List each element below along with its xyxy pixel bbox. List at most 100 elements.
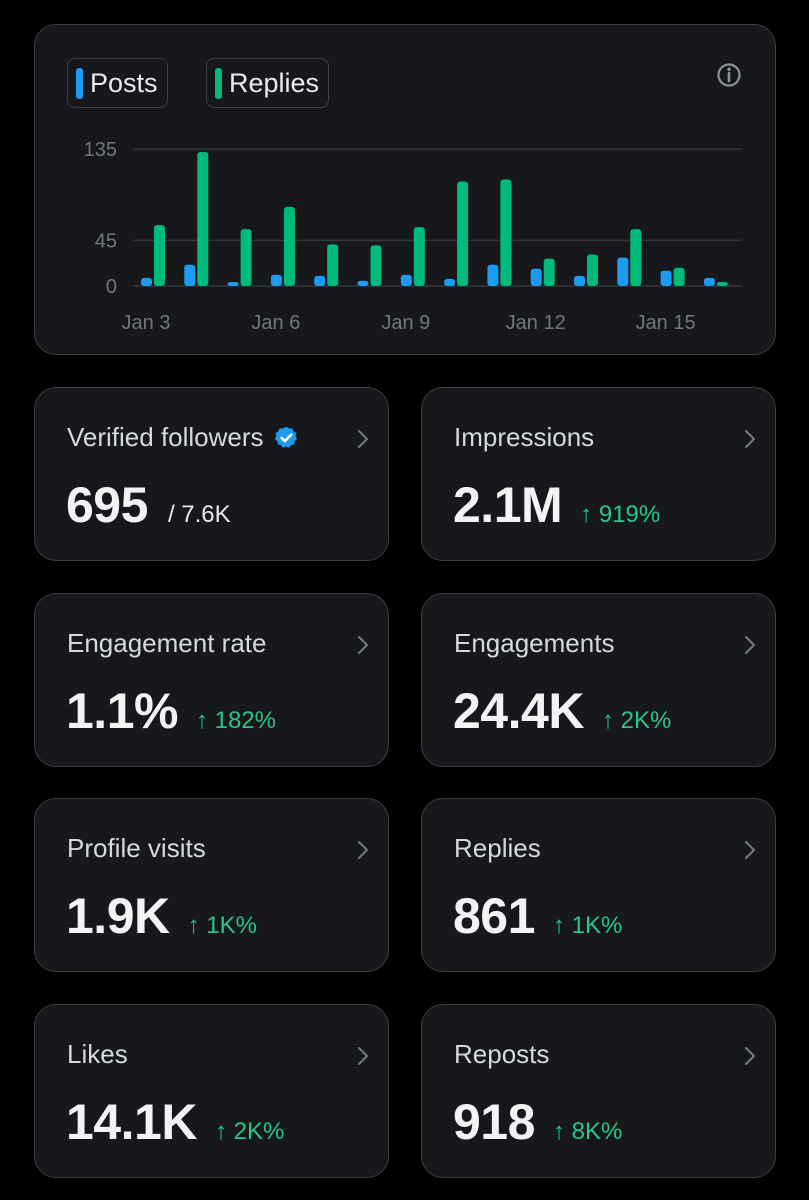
metric-label-wrap: Verified followers bbox=[67, 422, 299, 453]
metric-label-wrap: Reposts bbox=[454, 1039, 549, 1070]
metric-card-replies[interactable]: Replies 861 ↑ 1K% bbox=[421, 798, 776, 972]
bar-replies-12 bbox=[630, 229, 642, 286]
metric-total: / 7.6K bbox=[167, 501, 231, 528]
metric-value-row: 1.9K ↑ 1K% bbox=[66, 887, 257, 945]
bar-posts-5 bbox=[314, 275, 326, 286]
legend-replies-toggle[interactable]: Replies bbox=[206, 58, 330, 108]
metric-value: 1.9K bbox=[66, 888, 170, 944]
bar-posts-2 bbox=[184, 264, 196, 286]
metric-card-impressions[interactable]: Impressions 2.1M ↑ 919% bbox=[421, 387, 776, 561]
metric-value-row: 861 ↑ 1K% bbox=[453, 887, 622, 945]
metric-label: Impressions bbox=[454, 422, 595, 452]
x-tick-label: Jan 15 bbox=[636, 312, 696, 334]
metric-value-row: 2.1M ↑ 919% bbox=[453, 476, 660, 534]
metric-label-wrap: Replies bbox=[454, 833, 541, 864]
metric-change: ↑ 1K% bbox=[552, 912, 623, 939]
chevron-right-icon bbox=[357, 429, 369, 449]
bar-posts-8 bbox=[444, 278, 456, 286]
metric-value-row: 24.4K ↑ 2K% bbox=[453, 682, 671, 740]
bar-replies-1 bbox=[154, 225, 165, 286]
y-tick-label: 0 bbox=[106, 276, 117, 298]
metric-label: Engagement rate bbox=[67, 628, 267, 658]
bar-replies-13 bbox=[673, 267, 685, 286]
metric-label-wrap: Impressions bbox=[454, 422, 594, 453]
bar-replies-14 bbox=[716, 281, 728, 286]
bar-posts-13 bbox=[660, 270, 672, 286]
chevron-right-icon bbox=[357, 840, 369, 860]
metric-change: ↑ 919% bbox=[580, 501, 661, 528]
metric-value: 2.1M bbox=[453, 477, 563, 533]
bar-replies-6 bbox=[370, 245, 382, 286]
metric-label: Engagements bbox=[454, 628, 615, 658]
metric-label-wrap: Engagements bbox=[454, 628, 614, 659]
bar-posts-6 bbox=[357, 280, 369, 286]
bar-posts-9 bbox=[487, 264, 499, 286]
y-tick-label: 135 bbox=[84, 139, 117, 161]
bar-replies-11 bbox=[587, 254, 598, 286]
metric-value-row: 14.1K ↑ 2K% bbox=[66, 1093, 284, 1151]
metric-value-row: 695 / 7.6K bbox=[66, 476, 231, 534]
metric-value: 695 bbox=[66, 477, 148, 533]
bar-replies-4 bbox=[283, 206, 295, 286]
bar-posts-11 bbox=[574, 275, 585, 286]
activity-bar-chart: 0 45 135 Jan 3 Jan 6 Jan 9 Jan 12 Jan 15 bbox=[84, 139, 741, 334]
metric-card-profile-visits[interactable]: Profile visits 1.9K ↑ 1K% bbox=[34, 798, 389, 972]
metric-label-wrap: Profile visits bbox=[67, 833, 206, 864]
legend-posts-label: Posts bbox=[90, 67, 158, 98]
chevron-right-icon bbox=[357, 1046, 369, 1066]
bar-posts-1 bbox=[141, 277, 152, 286]
bar-replies-10 bbox=[543, 258, 555, 286]
verified-badge-icon bbox=[274, 426, 297, 448]
x-tick-label: Jan 9 bbox=[381, 312, 430, 334]
bar-replies-9 bbox=[500, 179, 512, 286]
bar-replies-8 bbox=[457, 181, 469, 286]
chevron-right-icon bbox=[744, 840, 756, 860]
bar-posts-14 bbox=[703, 277, 715, 286]
y-tick-label: 45 bbox=[95, 230, 117, 252]
metric-card-engagements[interactable]: Engagements 24.4K ↑ 2K% bbox=[421, 593, 776, 767]
metric-change: ↑ 182% bbox=[195, 707, 277, 734]
metric-change: ↑ 2K% bbox=[214, 1118, 285, 1145]
metric-label: Reposts bbox=[454, 1039, 550, 1069]
bar-replies-7 bbox=[413, 227, 425, 286]
x-tick-label: Jan 6 bbox=[251, 312, 300, 334]
metric-label: Profile visits bbox=[67, 833, 206, 863]
bar-replies-2 bbox=[197, 152, 209, 286]
metric-label: Likes bbox=[67, 1039, 128, 1069]
metric-label-wrap: Likes bbox=[67, 1039, 128, 1070]
activity-chart-card: 0 45 135 Jan 3 Jan 6 Jan 9 Jan 12 Jan 15 Posts … bbox=[34, 24, 776, 355]
metric-value: 861 bbox=[453, 888, 535, 944]
bar-posts-12 bbox=[617, 257, 629, 286]
chevron-right-icon bbox=[744, 635, 756, 655]
legend-posts-toggle[interactable]: Posts bbox=[67, 58, 168, 108]
chevron-right-icon bbox=[744, 429, 756, 449]
x-tick-label: Jan 3 bbox=[122, 312, 171, 334]
bar-posts-4 bbox=[270, 274, 282, 286]
metric-value: 14.1K bbox=[66, 1094, 197, 1150]
metric-value: 918 bbox=[453, 1094, 535, 1150]
replies-color-swatch bbox=[215, 67, 222, 99]
info-icon[interactable] bbox=[716, 62, 742, 88]
metric-value: 24.4K bbox=[453, 683, 584, 739]
bar-posts-7 bbox=[400, 274, 412, 286]
metric-change: ↑ 8K% bbox=[552, 1118, 623, 1145]
legend-replies-label: Replies bbox=[229, 67, 320, 98]
chevron-right-icon bbox=[357, 635, 369, 655]
bar-posts-10 bbox=[530, 268, 542, 286]
bar-posts-3 bbox=[227, 281, 239, 286]
metric-card-engagement-rate[interactable]: Engagement rate 1.1% ↑ 182% bbox=[34, 593, 389, 767]
metric-label-wrap: Engagement rate bbox=[67, 628, 266, 659]
bar-replies-3 bbox=[240, 229, 252, 286]
metric-value: 1.1% bbox=[66, 683, 178, 739]
metric-label: Verified followers bbox=[67, 422, 264, 452]
metric-change: ↑ 1K% bbox=[187, 912, 257, 939]
chevron-right-icon bbox=[744, 1046, 756, 1066]
posts-color-swatch bbox=[76, 67, 83, 99]
metric-card-verified-followers[interactable]: Verified followers 695 / 7.6K bbox=[34, 387, 389, 561]
metric-card-reposts[interactable]: Reposts 918 ↑ 8K% bbox=[421, 1004, 776, 1178]
bar-replies-5 bbox=[327, 244, 339, 286]
metric-value-row: 1.1% ↑ 182% bbox=[66, 682, 276, 740]
metric-card-likes[interactable]: Likes 14.1K ↑ 2K% bbox=[34, 1004, 389, 1178]
metric-value-row: 918 ↑ 8K% bbox=[453, 1093, 622, 1151]
metric-change: ↑ 2K% bbox=[601, 707, 672, 734]
